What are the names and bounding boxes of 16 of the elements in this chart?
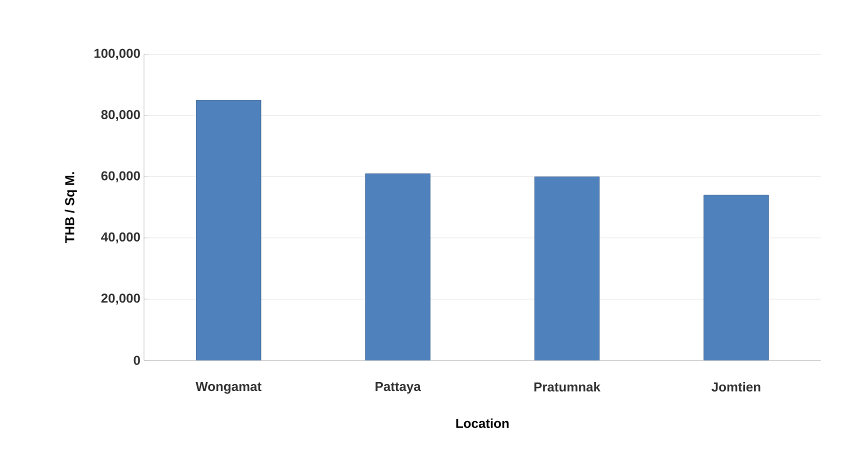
y-tick-label: 80,000 <box>101 110 140 122</box>
x-tick-label: Wongamat <box>196 382 262 394</box>
x-tick-label: Pattaya <box>376 382 421 394</box>
bar <box>704 194 769 360</box>
y-tick-label: 20,000 <box>101 294 140 305</box>
y-tick-label: 60,000 <box>101 171 140 182</box>
x-tick-label: Pratumnak <box>534 382 600 392</box>
y-axis-title: THB / Sq M. <box>64 172 77 244</box>
y-tick-label: 0 <box>134 356 140 365</box>
bar <box>365 173 430 360</box>
x-tick-label: Jomtien <box>712 382 760 392</box>
y-tick-label: 40,000 <box>101 232 140 244</box>
bar <box>196 100 262 360</box>
x-axis-title: Location <box>456 418 509 428</box>
bar <box>534 176 600 360</box>
y-tick-label: 100,000 <box>94 48 140 60</box>
